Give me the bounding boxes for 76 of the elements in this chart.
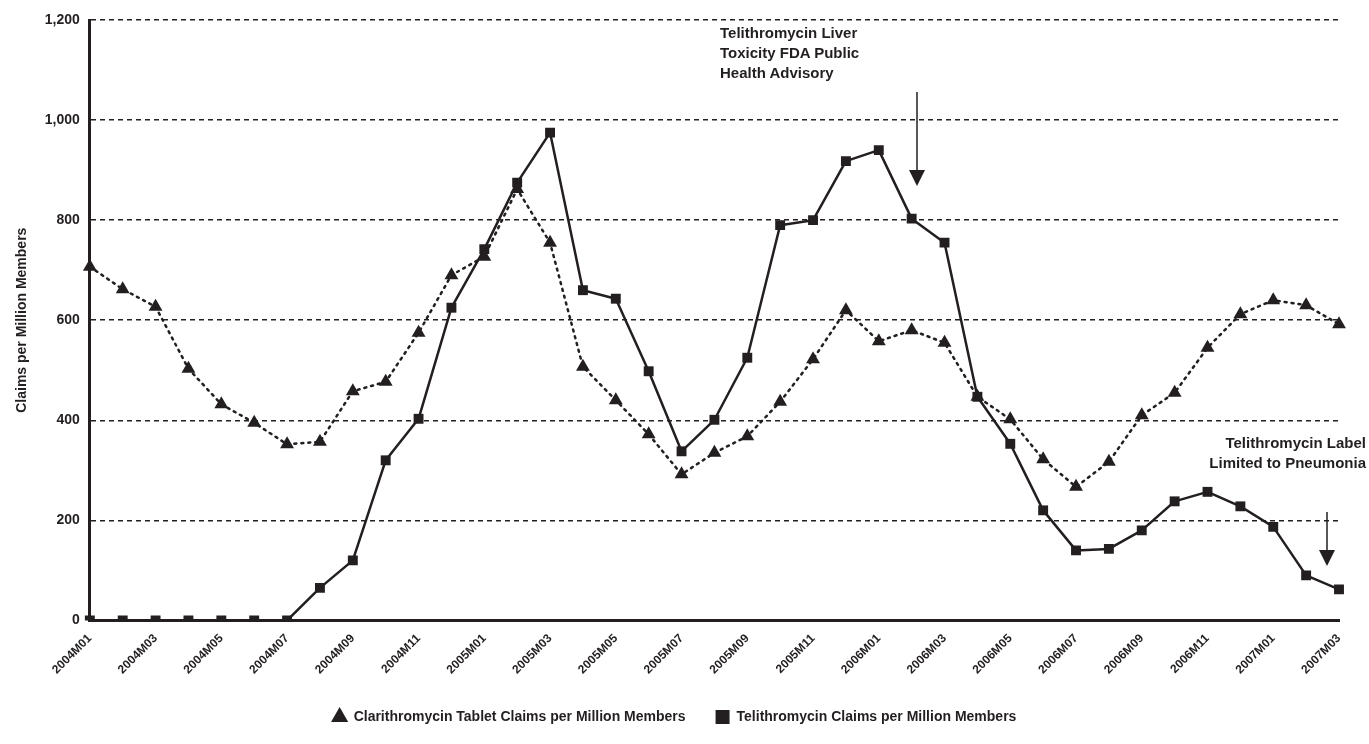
point (1332, 316, 1346, 329)
point (314, 582, 325, 593)
legend-label: Telithromycin Claims per Million Members (736, 707, 1017, 724)
y-tick-label: 1,200 (44, 10, 81, 27)
point (1069, 478, 1083, 491)
point (840, 156, 851, 167)
point (937, 334, 952, 347)
point (641, 426, 656, 439)
point (808, 215, 818, 226)
annotation: Telithromycin Liver Toxicity FDA Public Health Advisory (720, 24, 860, 82)
point (1233, 306, 1248, 319)
point (1235, 501, 1246, 512)
point (608, 392, 623, 405)
point (148, 298, 163, 311)
point (1169, 496, 1180, 507)
point (773, 393, 788, 406)
point (576, 358, 590, 371)
point (1202, 486, 1213, 497)
point (1036, 451, 1051, 464)
point (247, 414, 262, 427)
point (444, 267, 459, 280)
point (1005, 438, 1016, 449)
point (904, 322, 919, 335)
y-tick-label: 400 (56, 411, 81, 428)
point (1003, 411, 1018, 424)
point (1071, 545, 1081, 556)
y-tick-label: 0 (72, 611, 81, 628)
point (181, 360, 196, 373)
point (1299, 297, 1314, 310)
point (1200, 339, 1215, 352)
point (345, 383, 360, 396)
point (906, 213, 917, 224)
point (1136, 525, 1147, 536)
y-tick-label: 600 (56, 311, 81, 328)
point (1134, 407, 1149, 420)
point (740, 428, 755, 441)
y-axis-title: Claims per Million Members (13, 227, 30, 413)
point (1103, 543, 1114, 554)
point (280, 436, 294, 449)
point (1167, 384, 1182, 397)
y-tick-label: 800 (56, 211, 81, 227)
point (347, 555, 358, 566)
point (742, 352, 753, 363)
point (1101, 453, 1116, 466)
point (214, 396, 229, 409)
point (676, 446, 687, 457)
point (1038, 505, 1049, 516)
y-tick-label: 1,000 (44, 110, 81, 127)
point (378, 373, 393, 386)
point (446, 302, 457, 313)
point (1301, 570, 1312, 581)
point (1266, 292, 1281, 305)
y-tick-label: 200 (56, 511, 81, 528)
point (709, 414, 720, 425)
point (775, 220, 786, 231)
annotation: Telithromycin Label Limited to Pneumonia (1209, 434, 1367, 472)
point (577, 285, 588, 296)
point (411, 324, 426, 337)
point (806, 351, 820, 364)
point (545, 127, 555, 138)
point (873, 145, 884, 156)
legend-label: Clarithromycin Tablet Claims per Million Members (353, 707, 686, 724)
point (674, 466, 689, 479)
point (115, 281, 130, 294)
point (313, 433, 327, 446)
point (380, 455, 391, 466)
point (543, 234, 557, 247)
point (643, 366, 654, 377)
point (939, 237, 950, 248)
point (1268, 521, 1279, 532)
point (707, 444, 722, 457)
point (871, 333, 886, 346)
point (1334, 584, 1344, 595)
point (413, 413, 424, 424)
point (610, 293, 621, 304)
point (838, 302, 853, 315)
